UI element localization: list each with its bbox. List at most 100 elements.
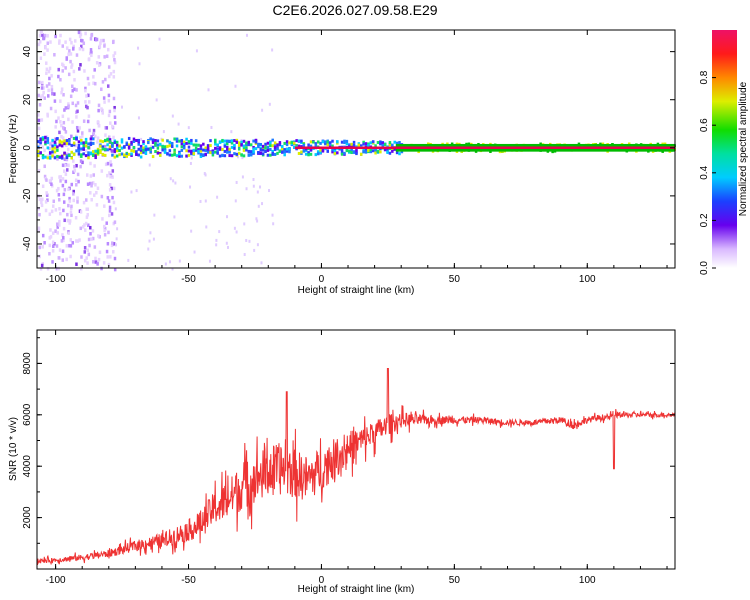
heatmap-band-cell xyxy=(364,150,368,154)
heatmap-band-cell xyxy=(103,138,107,142)
heatmap-cell xyxy=(61,183,65,188)
heatmap-cell xyxy=(171,114,174,118)
heatmap-cell xyxy=(93,245,97,249)
heatmap-band-cell xyxy=(247,140,251,144)
heatmap-band-cell xyxy=(326,140,329,144)
heatmap-band-cell xyxy=(132,149,136,153)
heatmap-cell xyxy=(189,185,192,189)
heatmap-cell xyxy=(40,263,44,268)
heatmap-cell xyxy=(102,38,105,43)
heatmap-band-cell xyxy=(374,148,377,152)
heatmap-cell xyxy=(149,231,152,235)
heatmap-band-cell xyxy=(393,140,396,144)
heatmap-band-cell xyxy=(132,137,136,141)
heatmap-band-cell xyxy=(94,154,97,158)
heatmap-band-cell xyxy=(383,143,387,147)
heatmap-cell xyxy=(69,59,72,64)
heatmap-band-cell xyxy=(135,138,138,142)
heatmap-cell xyxy=(103,224,106,229)
heatmap-band-cell xyxy=(374,144,377,148)
heatmap-cell xyxy=(113,256,117,261)
heatmap-cell xyxy=(61,136,65,140)
heatmap-cell xyxy=(260,261,263,265)
heatmap-band-cell xyxy=(218,154,222,158)
heatmap-y-tick-label: -20 xyxy=(22,188,33,203)
heatmap-cell xyxy=(92,81,95,85)
heatmap-band-cell xyxy=(37,154,40,158)
heatmap-band-cell xyxy=(218,140,222,144)
heatmap-band-cell xyxy=(206,148,210,152)
heatmap-band-cell xyxy=(77,149,81,153)
heatmap-band-cell xyxy=(283,148,286,152)
heatmap-cell xyxy=(92,260,95,264)
heatmap-band-cell xyxy=(340,152,344,156)
heatmap-cell xyxy=(190,229,193,233)
heatmap-band-cell xyxy=(312,140,315,144)
heatmap-cell xyxy=(73,39,77,43)
heatmap-cell xyxy=(67,104,70,108)
heatmap-band-cell xyxy=(348,149,351,153)
heatmap-band-cell xyxy=(180,139,184,143)
heatmap-band-cell xyxy=(245,141,248,145)
heatmap-panel: -100 -50 0 50 100 -40 -20 0 20 40 Height of stra… xyxy=(8,29,676,296)
heatmap-band-cell xyxy=(60,140,64,144)
heatmap-band-cell xyxy=(99,144,102,148)
heatmap-cell xyxy=(93,193,96,197)
heatmap-band-cell xyxy=(237,141,241,145)
heatmap-band-cell xyxy=(163,145,167,149)
heatmap-band-cell xyxy=(118,144,121,148)
heatmap-cell xyxy=(46,114,49,118)
heatmap-band-cell xyxy=(223,139,227,143)
heatmap-cell xyxy=(82,41,86,46)
heatmap-band-cell xyxy=(46,146,50,150)
heatmap-band-cell xyxy=(180,148,184,152)
heatmap-cell xyxy=(94,37,98,42)
heatmap-band-cell xyxy=(331,139,334,143)
heatmap-band-cell xyxy=(240,140,243,144)
heatmap-cell xyxy=(62,208,65,213)
heatmap-cell xyxy=(75,88,78,92)
heatmap-band-cell xyxy=(72,143,76,147)
heatmap-cell xyxy=(44,208,48,213)
heatmap-cell xyxy=(74,216,78,220)
heatmap-cell xyxy=(82,200,86,205)
heatmap-band-cell xyxy=(292,145,296,149)
heatmap-band-cell xyxy=(216,147,219,151)
heatmap-cell xyxy=(256,219,259,223)
heatmap-cell xyxy=(94,81,97,86)
heatmap-band-cell xyxy=(242,139,246,143)
heatmap-band-cell xyxy=(123,145,126,149)
heatmap-band-cell xyxy=(288,147,291,151)
heatmap-band-cell xyxy=(302,143,306,147)
heatmap-cell xyxy=(85,256,88,260)
heatmap-band-cell xyxy=(60,144,64,148)
heatmap-cell xyxy=(60,87,64,91)
snr-x-tick-label: 0 xyxy=(319,575,325,586)
heatmap-cell xyxy=(108,188,112,192)
heatmap-cell xyxy=(72,69,76,74)
heatmap-band-cell xyxy=(264,142,267,146)
heatmap-cell xyxy=(43,174,47,179)
heatmap-band-cell xyxy=(51,147,54,151)
heatmap-cell xyxy=(58,207,61,211)
heatmap-cell xyxy=(110,243,114,248)
heatmap-band-cell xyxy=(266,141,270,145)
heatmap-cell xyxy=(50,176,54,181)
heatmap-y-tick-label: 20 xyxy=(22,94,33,106)
heatmap-cell xyxy=(61,258,65,262)
heatmap-band-cell xyxy=(173,153,176,157)
heatmap-cell xyxy=(95,190,98,195)
colorbar-gradient xyxy=(712,30,737,268)
heatmap-band-cell xyxy=(175,154,179,158)
heatmap-cell xyxy=(96,136,100,140)
heatmap-band-cell xyxy=(209,144,212,148)
heatmap-band-cell xyxy=(68,142,71,146)
heatmap-cell xyxy=(255,217,258,221)
heatmap-cell xyxy=(97,123,101,128)
heatmap-band-cell xyxy=(84,141,88,145)
heatmap-band-cell xyxy=(345,149,349,153)
heatmap-band-cell xyxy=(400,150,404,154)
heatmap-cell xyxy=(115,237,118,241)
heatmap-band-cell xyxy=(264,146,267,150)
